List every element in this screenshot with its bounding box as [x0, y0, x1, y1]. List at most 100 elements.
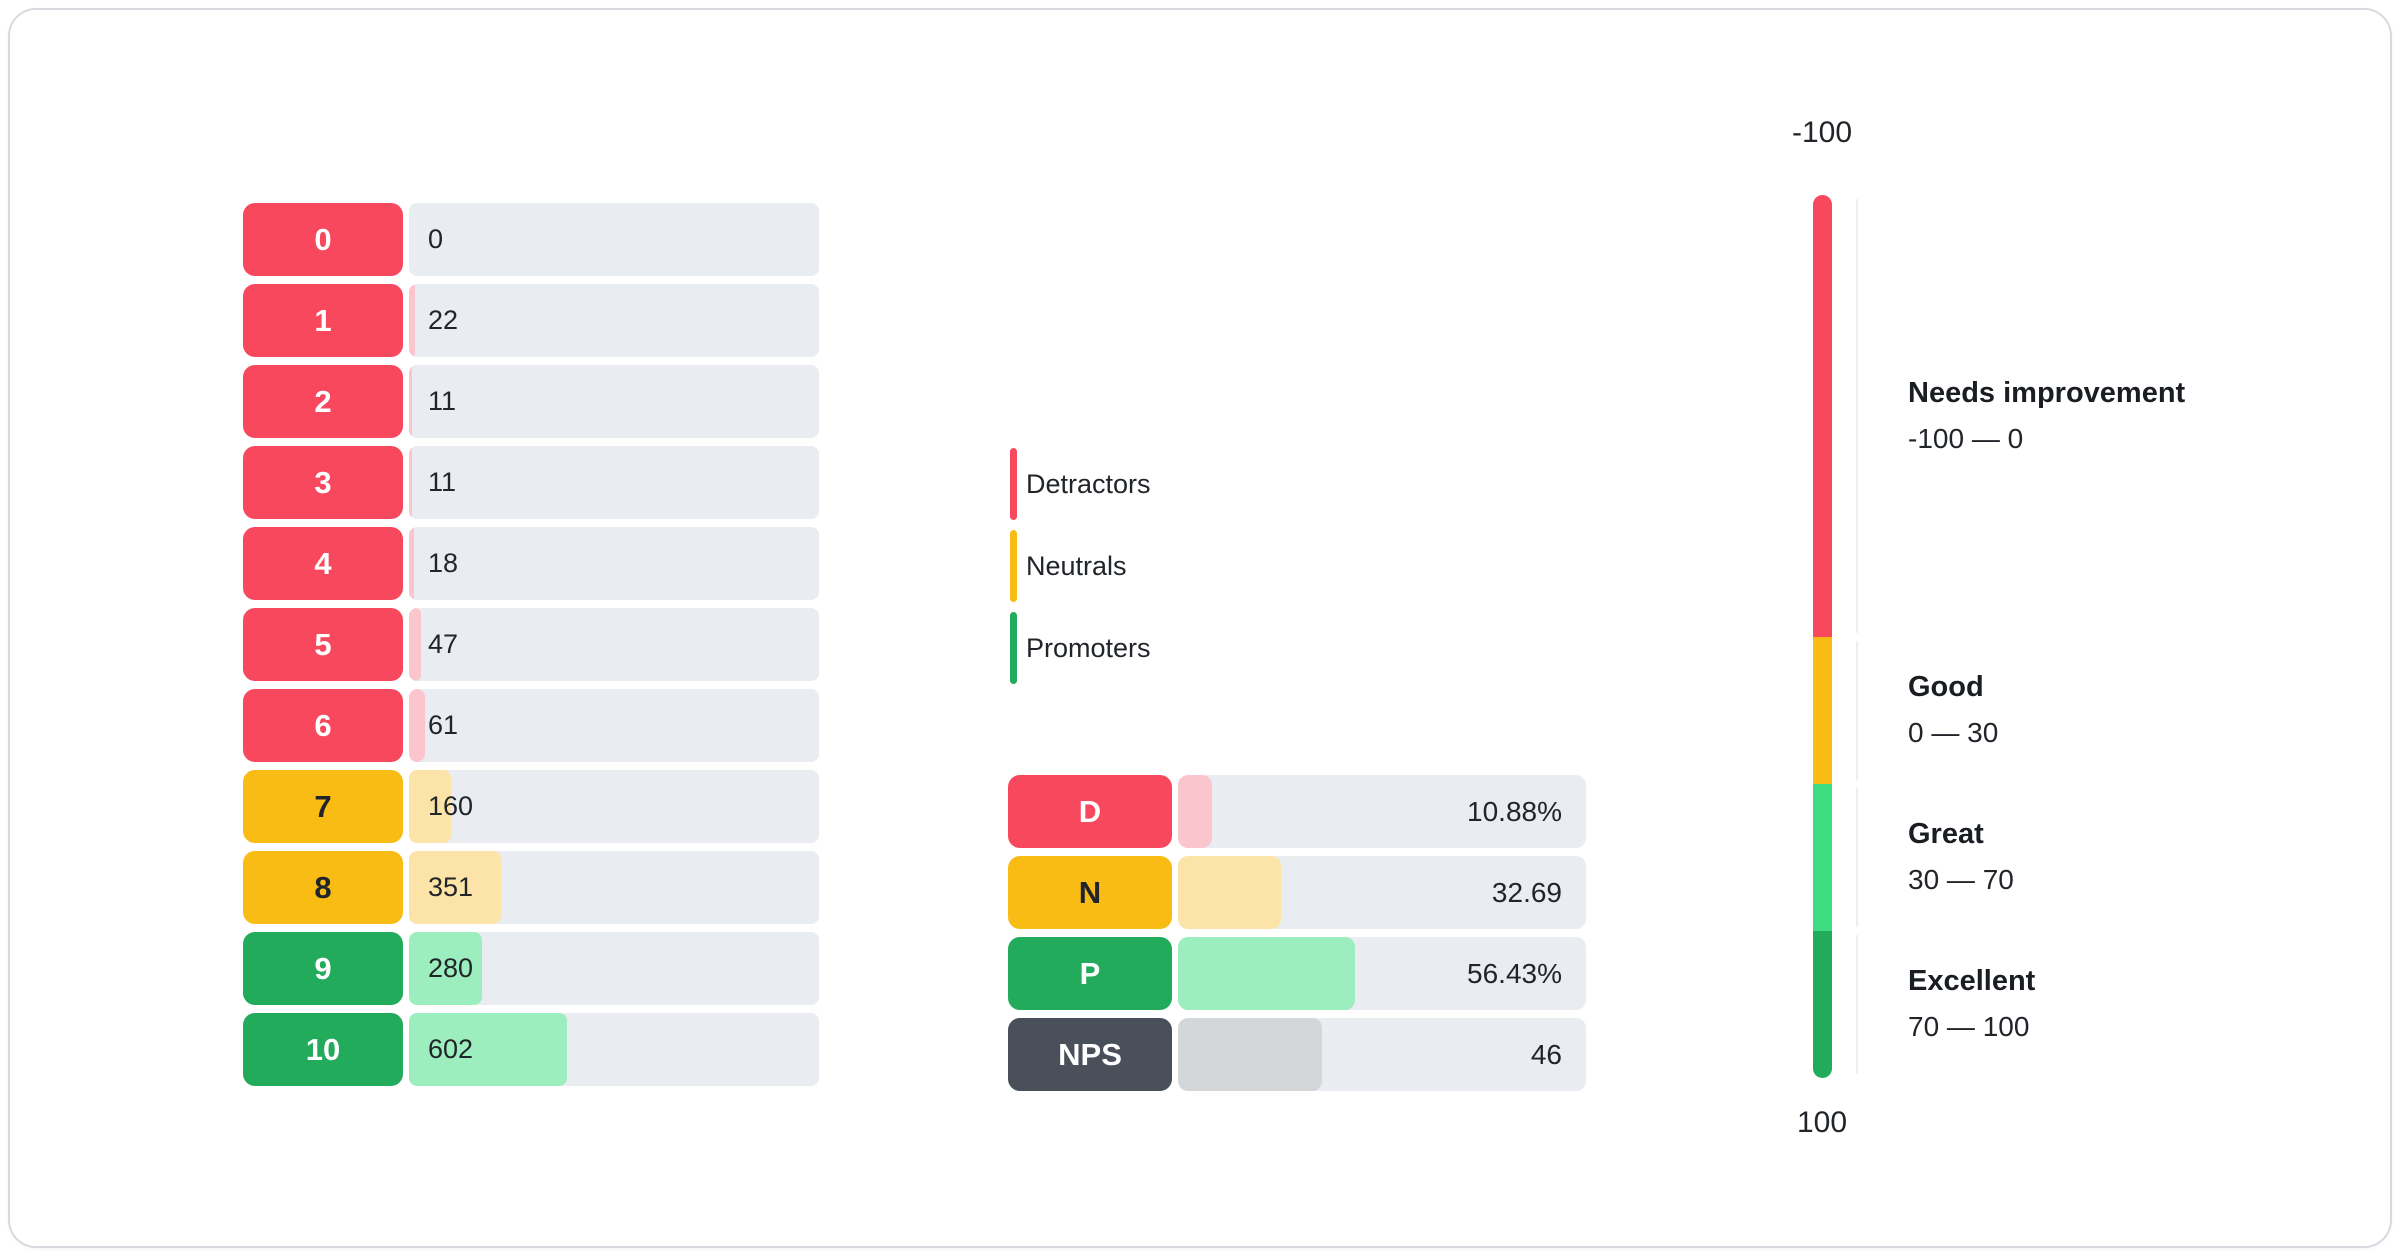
gauge-guide-line [1856, 934, 1858, 1074]
summary-badge: D [1008, 775, 1172, 848]
score-bar [409, 932, 483, 1005]
score-bar-track: 22 [409, 284, 819, 357]
score-bar [409, 608, 422, 681]
summary-bar [1178, 775, 1213, 848]
summary-chart: D 10.88% N 32.69 P 56.43% NPS 46 [1008, 775, 1586, 1091]
gauge-zone-label: Good 0 — 30 [1908, 671, 1998, 749]
gauge-segment [1813, 636, 1832, 784]
summary-value: 10.88% [1467, 795, 1562, 827]
summary-value: 46 [1530, 1038, 1562, 1070]
score-bar-track: 11 [409, 446, 819, 519]
score-bar-track: 160 [409, 770, 819, 843]
score-row: 10 602 [243, 1013, 819, 1086]
gauge-zone-range: 30 — 70 [1908, 864, 2014, 896]
score-value: 11 [428, 386, 457, 416]
score-value: 47 [428, 629, 459, 659]
legend-label: Detractors [1026, 468, 1151, 499]
legend-swatch [1010, 448, 1017, 520]
gauge-zone-label: Great 30 — 70 [1908, 818, 2014, 896]
gauge-axis-top-label: -100 [1791, 116, 1853, 149]
score-value: 351 [428, 872, 474, 902]
score-value: 11 [428, 467, 457, 497]
score-bar [409, 365, 412, 438]
gauge-zone-title: Great [1908, 818, 1984, 851]
gauge-zone-label: Excellent 70 — 100 [1908, 965, 2035, 1043]
legend-item: Promoters [1010, 612, 1151, 684]
chart-legend: Detractors Neutrals Promoters [1010, 448, 1151, 684]
gauge-zone-range: 70 — 100 [1908, 1011, 2030, 1043]
score-bar [409, 851, 502, 924]
score-bar-track: 0 [409, 203, 819, 276]
score-bar [409, 1013, 567, 1086]
score-row: 9 280 [243, 932, 819, 1005]
gauge-bar [1813, 195, 1832, 1078]
summary-row: N 32.69 [1008, 856, 1586, 929]
score-badge: 4 [243, 527, 403, 600]
score-value: 602 [428, 1034, 474, 1064]
score-badge: 6 [243, 689, 403, 762]
legend-label: Neutrals [1026, 550, 1127, 581]
summary-bar-track: 56.43% [1178, 937, 1586, 1010]
score-badge: 10 [243, 1013, 403, 1086]
legend-swatch [1010, 612, 1017, 684]
summary-bar [1178, 1018, 1323, 1091]
score-value: 61 [428, 710, 459, 740]
score-value: 280 [428, 953, 474, 983]
score-row: 8 351 [243, 851, 819, 924]
score-row: 7 160 [243, 770, 819, 843]
score-bar [409, 527, 414, 600]
gauge-guide-line [1856, 787, 1858, 927]
summary-row: D 10.88% [1008, 775, 1586, 848]
gauge-zone-title: Good [1908, 671, 1984, 704]
gauge-segment [1813, 195, 1832, 637]
gauge-zone-label: Needs improvement -100 — 0 [1908, 377, 2185, 455]
score-row: 4 18 [243, 527, 819, 600]
summary-badge: NPS [1008, 1018, 1172, 1091]
summary-bar-track: 32.69 [1178, 856, 1586, 929]
score-badge: 2 [243, 365, 403, 438]
summary-value: 56.43% [1467, 957, 1562, 989]
score-badge: 1 [243, 284, 403, 357]
score-bar [409, 446, 412, 519]
score-value: 0 [428, 224, 444, 254]
legend-label: Promoters [1026, 632, 1151, 663]
score-badge: 5 [243, 608, 403, 681]
score-bar-track: 47 [409, 608, 819, 681]
score-badge: 0 [243, 203, 403, 276]
score-row: 2 11 [243, 365, 819, 438]
score-badge: 7 [243, 770, 403, 843]
summary-row: NPS 46 [1008, 1018, 1586, 1091]
score-row: 5 47 [243, 608, 819, 681]
score-value: 22 [428, 305, 459, 335]
summary-row: P 56.43% [1008, 937, 1586, 1010]
summary-badge: P [1008, 937, 1172, 1010]
gauge-segment [1813, 930, 1832, 1078]
gauge-guide-line [1856, 640, 1858, 780]
legend-swatch [1010, 530, 1017, 602]
gauge-zone-range: 0 — 30 [1908, 717, 1999, 749]
nps-dashboard-card: 0 0 1 22 2 11 3 11 4 18 5 47 6 61 7 160 8 351 9 280 10 602 De… [8, 8, 2392, 1248]
score-bar-track: 11 [409, 365, 819, 438]
summary-badge: N [1008, 856, 1172, 929]
score-bar-track: 61 [409, 689, 819, 762]
nps-gauge: -100 100 Needs improvement -100 — 0 Good 0 … [1770, 106, 2390, 1206]
legend-item: Detractors [1010, 448, 1151, 520]
summary-bar [1178, 856, 1281, 929]
score-row: 1 22 [243, 284, 819, 357]
score-bar-track: 351 [409, 851, 819, 924]
score-bar-track: 602 [409, 1013, 819, 1086]
score-bar-track: 280 [409, 932, 819, 1005]
summary-bar [1178, 937, 1356, 1010]
score-value: 18 [428, 548, 459, 578]
summary-bar-track: 10.88% [1178, 775, 1586, 848]
score-badge: 3 [243, 446, 403, 519]
score-row: 6 61 [243, 689, 819, 762]
gauge-zone-range: -100 — 0 [1908, 422, 2024, 454]
score-bar-track: 18 [409, 527, 819, 600]
score-badge: 8 [243, 851, 403, 924]
score-bar [409, 689, 425, 762]
gauge-segment [1813, 783, 1832, 931]
score-bar [409, 284, 415, 357]
